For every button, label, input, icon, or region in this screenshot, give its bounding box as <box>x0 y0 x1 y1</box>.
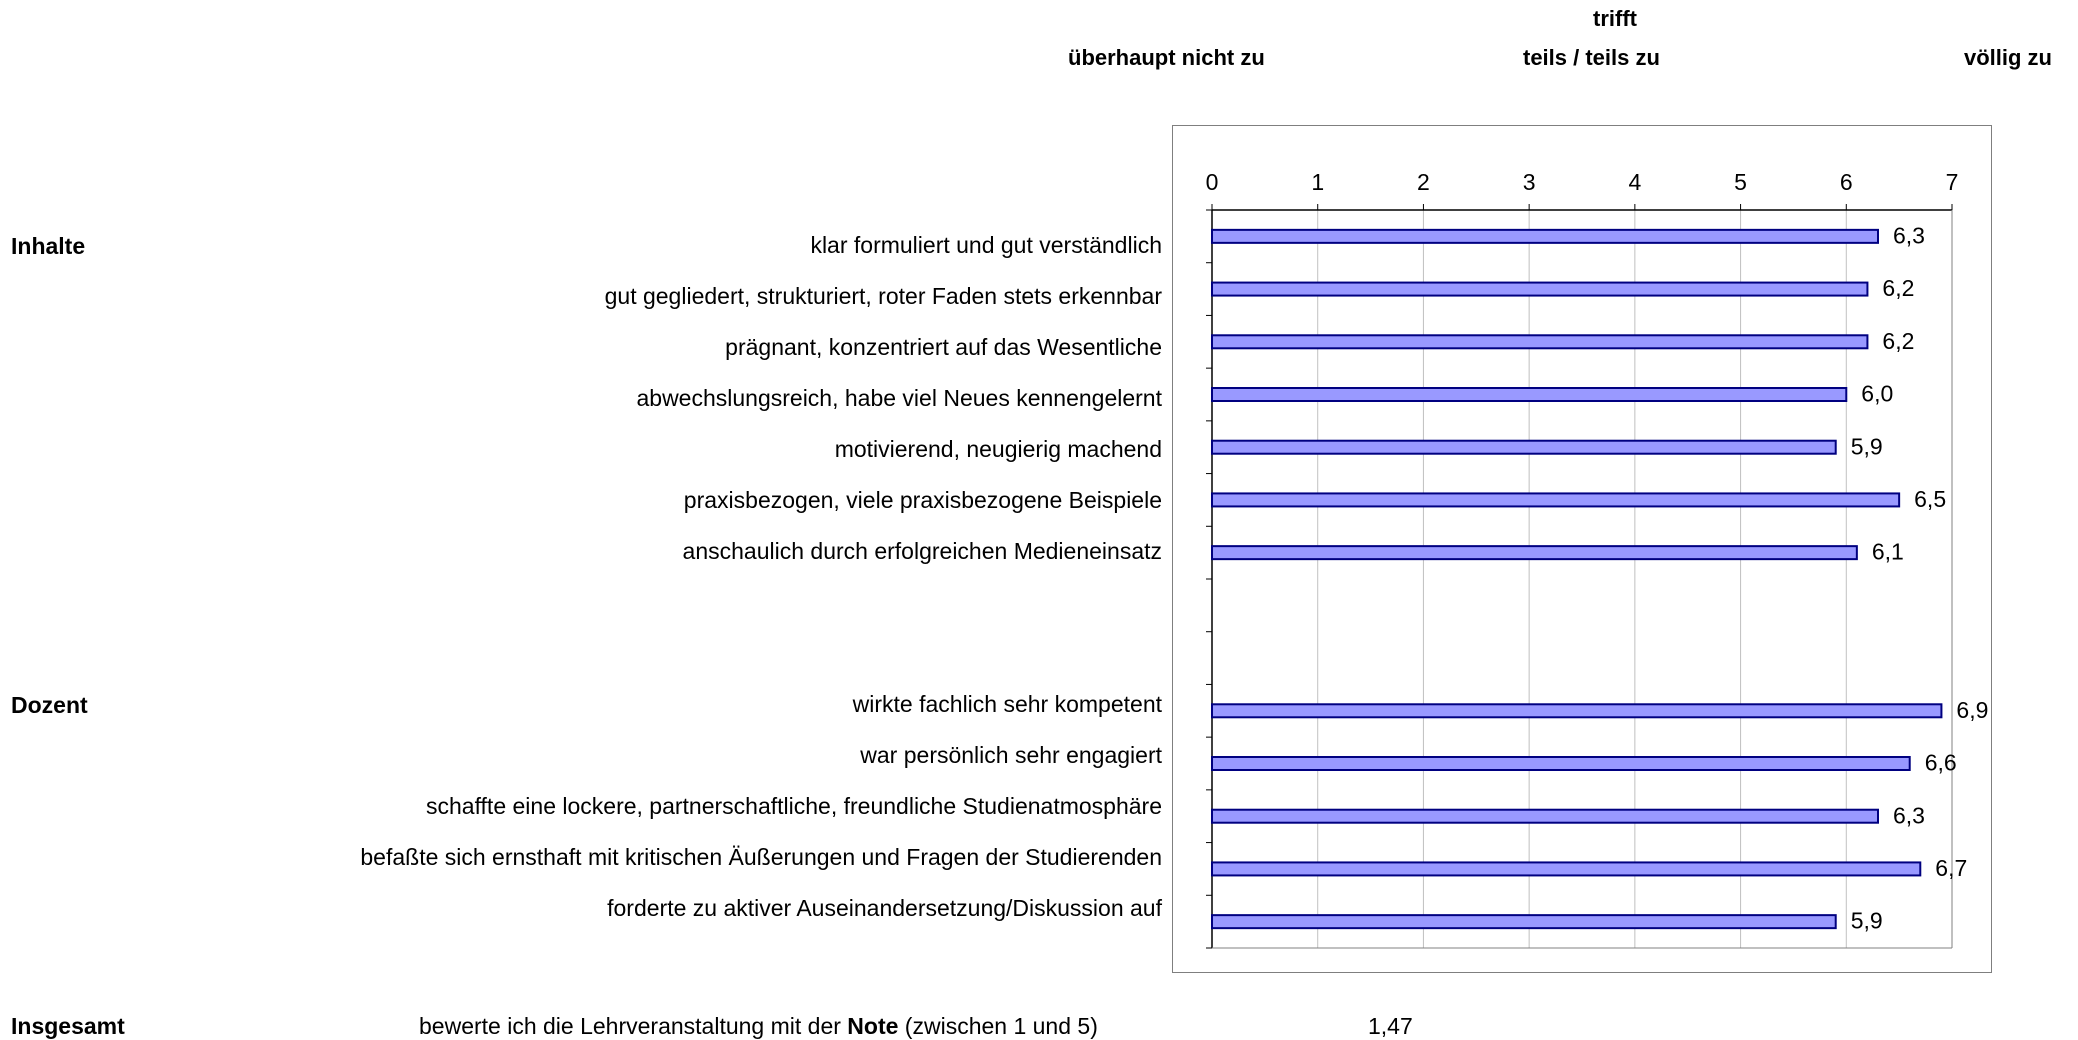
chart-frame: 0 1 2 3 4 5 6 7 6,3 6,2 6,2 6,0 5,9 6,5 6,1 6,9 6,6 6,3 6,… <box>1172 125 1992 973</box>
item-label: abwechslungsreich, habe viel Neues kenne… <box>636 385 1162 411</box>
item-label: klar formuliert und gut verständlich <box>810 232 1162 258</box>
overall-grade-value: 1,47 <box>1368 1013 1413 1039</box>
item-label: praxisbezogen, viele praxisbezogene Beis… <box>683 487 1162 513</box>
x-tick-label: 2 <box>1417 169 1430 195</box>
bar <box>1211 492 1901 508</box>
x-tick-label: 4 <box>1628 169 1641 195</box>
bar <box>1211 808 1879 824</box>
bar <box>1211 861 1922 877</box>
x-tick-label: 7 <box>1946 169 1959 195</box>
bar <box>1211 914 1837 930</box>
item-label: motivierend, neugierig machend <box>834 436 1162 462</box>
item-label: forderte zu aktiver Auseinandersetzung/D… <box>607 895 1162 921</box>
bar <box>1211 756 1911 771</box>
data-label: 5,9 <box>1851 433 1883 459</box>
bar <box>1211 334 1869 350</box>
overall-grade-bold: Note <box>847 1013 899 1039</box>
overall-grade-text: bewerte ich die Lehrveranstaltung mit de… <box>419 1013 1098 1040</box>
bar <box>1211 703 1943 719</box>
data-label: 6,3 <box>1893 222 1925 248</box>
data-label: 6,1 <box>1872 539 1904 565</box>
data-label: 6,2 <box>1882 328 1914 354</box>
bar <box>1211 387 1848 402</box>
data-label: 6,2 <box>1882 275 1914 301</box>
bar <box>1211 545 1858 561</box>
bar-chart: 0 1 2 3 4 5 6 76,36,26,26,05,96,56,16,96,66,36,… <box>1206 169 1988 949</box>
x-tick-label: 1 <box>1311 169 1324 195</box>
item-label: befaßte sich ernsthaft mit kritischen Äu… <box>360 844 1162 870</box>
data-label: 6,0 <box>1861 381 1893 407</box>
scale-label-middle: teils / teils zu <box>1523 45 1660 70</box>
item-label: schaffte eine lockere, partnerschaftlich… <box>425 793 1162 819</box>
data-label: 6,9 <box>1956 697 1988 723</box>
scale-label-middle-top: trifft <box>1593 6 1637 31</box>
item-label: prägnant, konzentriert auf das Wesentlic… <box>725 334 1162 360</box>
section-label-inhalte: Inhalte <box>11 233 86 259</box>
overall-grade-prefix: bewerte ich die Lehrveranstaltung mit de… <box>419 1013 848 1039</box>
bar <box>1211 439 1837 455</box>
bar <box>1211 228 1879 244</box>
data-label: 6,6 <box>1925 750 1957 776</box>
scale-label-right: völlig zu <box>1964 45 2052 70</box>
x-tick-label: 5 <box>1734 169 1747 195</box>
item-label: war persönlich sehr engagiert <box>860 742 1162 768</box>
x-tick-label: 3 <box>1523 169 1536 195</box>
data-label: 5,9 <box>1851 908 1883 934</box>
data-label: 6,5 <box>1914 486 1946 512</box>
bar <box>1211 281 1869 297</box>
data-label: 6,7 <box>1935 855 1967 881</box>
item-label: anschaulich durch erfolgreichen Medienei… <box>682 538 1162 564</box>
scale-label-left: überhaupt nicht zu <box>1068 45 1265 70</box>
x-tick-label: 0 <box>1206 169 1219 195</box>
item-label: wirkte fachlich sehr kompetent <box>852 691 1162 717</box>
overall-grade-suffix: (zwischen 1 und 5) <box>898 1013 1098 1039</box>
section-label-dozent: Dozent <box>11 692 88 718</box>
x-tick-label: 6 <box>1840 169 1853 195</box>
item-label: gut gegliedert, strukturiert, roter Fade… <box>604 283 1162 309</box>
section-label-insgesamt: Insgesamt <box>11 1013 125 1039</box>
data-label: 6,3 <box>1893 802 1925 828</box>
